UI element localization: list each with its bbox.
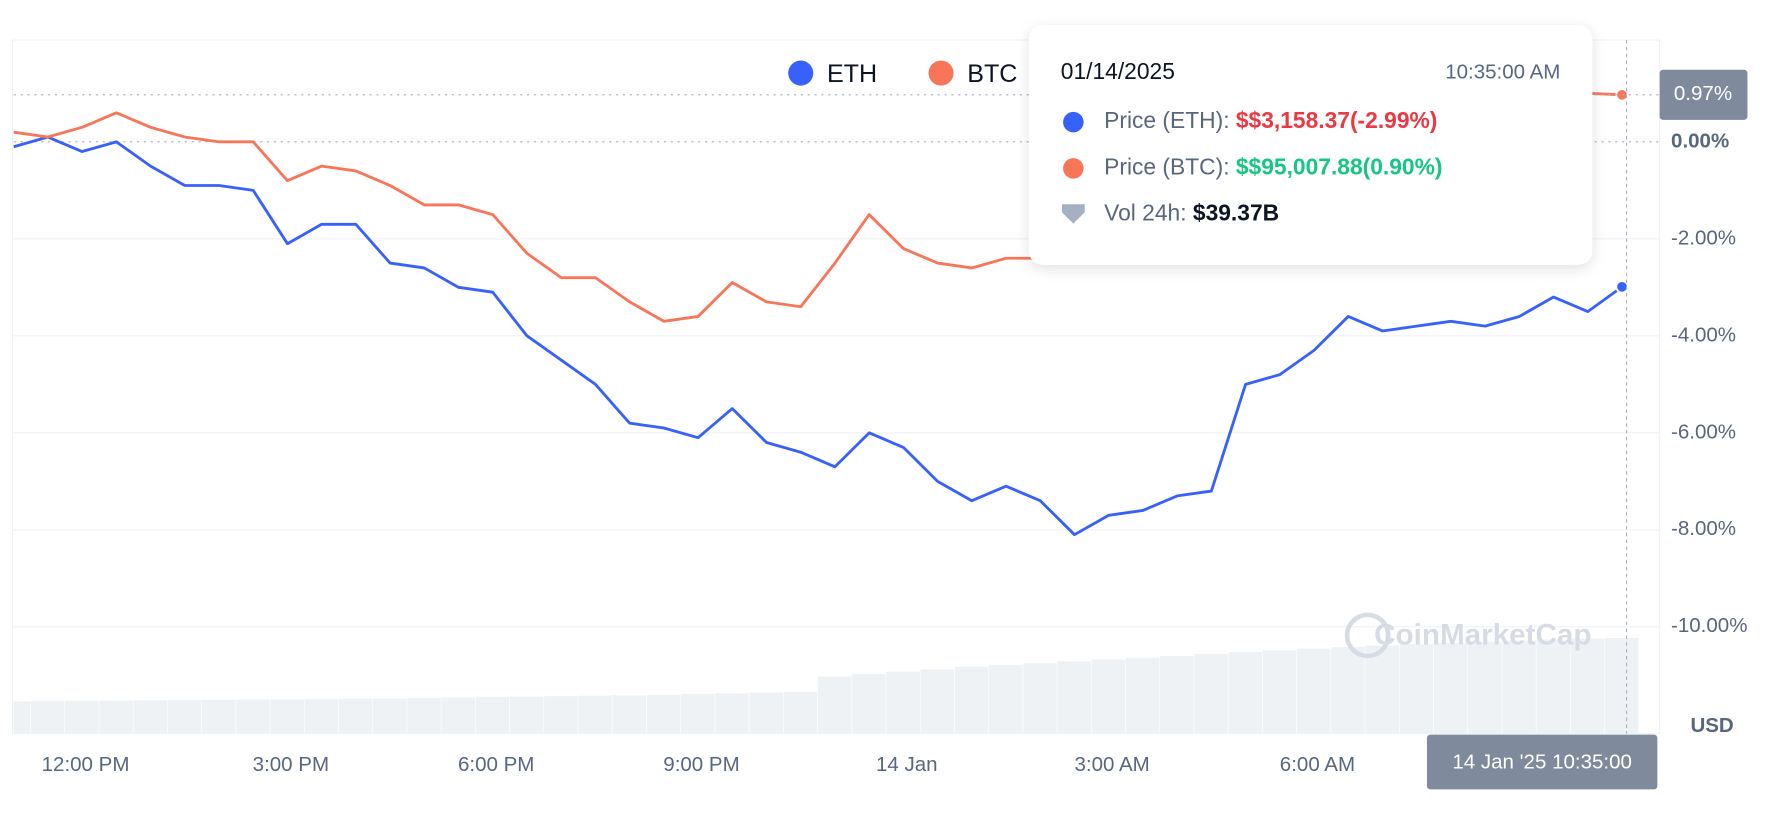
volume-bar	[338, 698, 373, 734]
x-tick-label: 6:00 PM	[458, 753, 534, 776]
volume-unit: USD	[1690, 714, 1733, 737]
volume-bar	[578, 695, 612, 734]
legend-marker	[928, 60, 954, 86]
volume-bar	[1228, 651, 1263, 734]
x-tick-label: 14 Jan	[876, 753, 938, 776]
tooltip: 01/14/2025 10:35:00 AM Price (ETH): $$3,…	[1028, 25, 1593, 265]
value-label: 0.97%	[1674, 82, 1732, 105]
volume-bar	[715, 693, 749, 734]
tooltip-marker	[1063, 111, 1084, 133]
volume-bar	[1160, 655, 1194, 734]
tooltip-marker	[1063, 158, 1084, 179]
tooltip-row: Price (ETH): $$3,158.37(-2.99%)	[1104, 107, 1437, 133]
volume-bar	[1057, 661, 1092, 734]
y-tick-label: -6.00%	[1671, 420, 1736, 443]
volume-bar	[13, 701, 31, 734]
volume-bar	[680, 693, 715, 734]
volume-bar	[167, 700, 202, 734]
tooltip-box	[1028, 25, 1593, 265]
last-point	[1615, 280, 1629, 294]
volume-bar	[475, 697, 510, 734]
volume-bar	[65, 700, 99, 734]
volume-bar	[646, 694, 681, 734]
y-tick-label: 0.00%	[1671, 129, 1729, 152]
x-tick-label: 3:00 PM	[253, 753, 329, 776]
x-tick-label: 3:00 AM	[1074, 753, 1149, 776]
volume-bar	[441, 697, 476, 734]
volume-bar	[304, 699, 339, 734]
volume-bar	[612, 695, 647, 734]
tooltip-vol-icon	[1061, 204, 1085, 224]
volume-bar	[407, 698, 441, 734]
volume-bar	[1023, 663, 1057, 734]
tooltip-row: Vol 24h: $39.37B	[1104, 200, 1279, 226]
volume-bar	[1091, 659, 1126, 734]
tooltip-row-value: $$95,007.88(0.90%)	[1236, 153, 1443, 179]
volume-bar	[817, 676, 852, 734]
volume-bar	[270, 699, 304, 734]
tooltip-date: 01/14/2025	[1061, 58, 1175, 84]
tooltip-time: 10:35:00 AM	[1445, 61, 1560, 84]
tooltip-row-value: $39.37B	[1193, 200, 1279, 226]
crosshair-label: 14 Jan '25 10:35:00	[1452, 751, 1632, 774]
y-tick-label: -10.00%	[1671, 614, 1747, 637]
volume-bar	[509, 696, 544, 734]
tooltip-row: Price (BTC): $$95,007.88(0.90%)	[1104, 153, 1442, 179]
tooltip-row-label: Price (ETH):	[1104, 107, 1229, 133]
volume-bar	[236, 699, 270, 734]
volume-bar	[852, 674, 886, 734]
volume-bar	[133, 700, 168, 734]
x-tick-label: 9:00 PM	[663, 753, 739, 776]
tooltip-row-label: Price (BTC):	[1104, 153, 1229, 179]
tooltip-row-value: $$3,158.37(-2.99%)	[1236, 107, 1438, 133]
x-tick-label: 12:00 PM	[42, 753, 130, 776]
volume-bar	[544, 696, 578, 734]
volume-bar	[1262, 650, 1297, 734]
volume-bar	[1536, 639, 1571, 734]
x-tick-label: 6:00 AM	[1280, 753, 1355, 776]
volume-bar	[1502, 640, 1536, 734]
line-series	[13, 135, 1623, 537]
legend-marker	[788, 60, 814, 86]
volume-bar	[920, 669, 955, 734]
volume-bar	[30, 701, 65, 734]
volume-bar	[783, 691, 818, 734]
y-tick-label: -2.00%	[1671, 226, 1736, 249]
volume-bar	[1570, 638, 1605, 734]
volume-bar	[886, 671, 920, 734]
volume-bar	[1296, 648, 1331, 734]
y-tick-label: -4.00%	[1671, 323, 1736, 346]
volume-bar	[1433, 642, 1468, 734]
volume-bar	[1468, 641, 1502, 734]
volume-bar	[99, 700, 133, 734]
y-tick-label: -8.00%	[1671, 517, 1736, 540]
volume-bar	[201, 699, 236, 734]
volume-bar	[1194, 653, 1228, 734]
volume-bar	[749, 692, 784, 734]
watermark-logo	[1344, 612, 1391, 659]
volume-bar	[1125, 657, 1160, 734]
watermark: CoinMarketCap	[1374, 618, 1591, 651]
volume-bar	[372, 698, 407, 734]
volume-bar	[1331, 647, 1365, 734]
volume-bar	[1365, 645, 1400, 734]
volume-bar	[954, 666, 989, 734]
legend-label: BTC	[967, 60, 1017, 88]
value-label-box	[1659, 69, 1748, 120]
volume-bar	[988, 664, 1023, 734]
volume-bar	[1604, 637, 1639, 734]
volume-bar	[1399, 644, 1434, 734]
crosshair-label-box	[1426, 734, 1658, 790]
legend-label: ETH	[827, 60, 877, 88]
tooltip-row-label: Vol 24h:	[1104, 200, 1186, 226]
